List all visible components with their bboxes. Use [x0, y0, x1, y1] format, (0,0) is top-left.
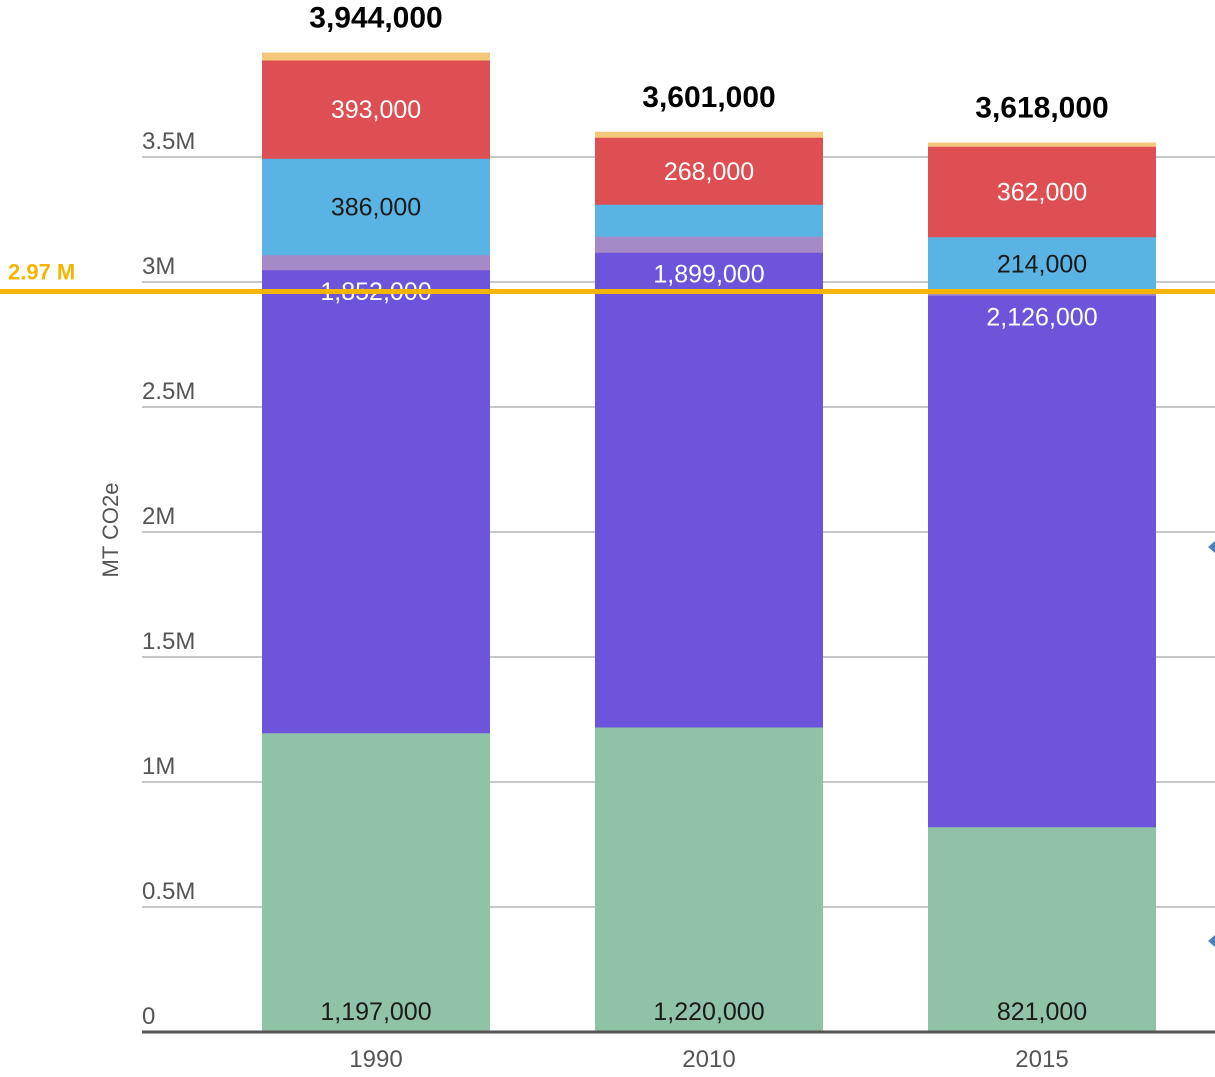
bar-segment — [595, 131, 823, 138]
y-tick-label: 1.5M — [142, 628, 195, 655]
data-label: 1,220,000 — [653, 998, 764, 1026]
bar-segment — [262, 732, 490, 1033]
bar-segment — [928, 146, 1156, 238]
y-tick-label: 3.5M — [142, 128, 195, 155]
edge-markers — [1208, 541, 1215, 947]
y-tick-label: 1M — [142, 753, 175, 780]
data-label: 268,000 — [664, 158, 754, 186]
y-axis-title: MT CO2e — [98, 483, 123, 578]
bars: 1,197,0001,852,000386,000393,0003,944,00… — [262, 2, 1156, 1033]
x-tick-label: 2015 — [1015, 1046, 1068, 1073]
x-tick-label: 2010 — [682, 1046, 735, 1073]
bar-segment — [595, 236, 823, 253]
total-label: 3,618,000 — [975, 92, 1108, 125]
bar-segment — [595, 204, 823, 237]
bar-group: 821,000 2,126,000 214,000 362,000 3,618,000 — [928, 92, 1156, 1033]
bar-segment — [262, 269, 490, 734]
y-tick-label: 2M — [142, 503, 175, 530]
data-label: 1,197,000 — [320, 998, 431, 1026]
bar-segment — [262, 60, 490, 159]
x-tick-label: 1990 — [349, 1046, 402, 1073]
total-label: 3,601,000 — [642, 81, 775, 114]
reference-line-label: 2.97 M — [8, 260, 75, 285]
x-axis-labels: 1990 2010 2015 — [349, 1046, 1068, 1073]
bar-segment — [262, 158, 490, 256]
bar-segment — [595, 137, 823, 205]
reference-line: 2.97 M — [0, 260, 1215, 294]
total-label: 3,944,000 — [309, 2, 442, 35]
bar-segment — [928, 826, 1156, 1033]
data-label: 386,000 — [331, 194, 421, 222]
y-tick-label: 3M — [142, 253, 175, 280]
data-label: 821,000 — [997, 998, 1087, 1026]
data-label: 362,000 — [997, 179, 1087, 207]
bar-segment — [928, 295, 1156, 828]
edge-marker — [1208, 935, 1215, 947]
edge-marker — [1208, 541, 1215, 553]
bar-segment — [595, 727, 823, 1033]
y-tick-label: 2.5M — [142, 378, 195, 405]
data-label: 214,000 — [997, 251, 1087, 279]
bar-segment — [928, 236, 1156, 291]
data-label: 2,126,000 — [986, 303, 1097, 331]
data-label: 1,899,000 — [653, 260, 764, 288]
bar-group: 1,197,0001,852,000386,000393,0003,944,00… — [262, 2, 490, 1033]
bar-segment — [595, 252, 823, 728]
bar-segment — [262, 254, 490, 271]
data-label: 393,000 — [331, 96, 421, 124]
y-axis-ticks: 0 0.5M 1M 1.5M 2M 2.5M 3M 3.5M — [142, 128, 195, 1030]
bar-segment — [928, 142, 1156, 147]
bar-segment — [262, 52, 490, 61]
bar-group: 1,220,000 1,899,000 268,000 3,601,000 — [595, 81, 823, 1033]
y-tick-label: 0 — [142, 1003, 155, 1030]
y-tick-label: 0.5M — [142, 878, 195, 905]
